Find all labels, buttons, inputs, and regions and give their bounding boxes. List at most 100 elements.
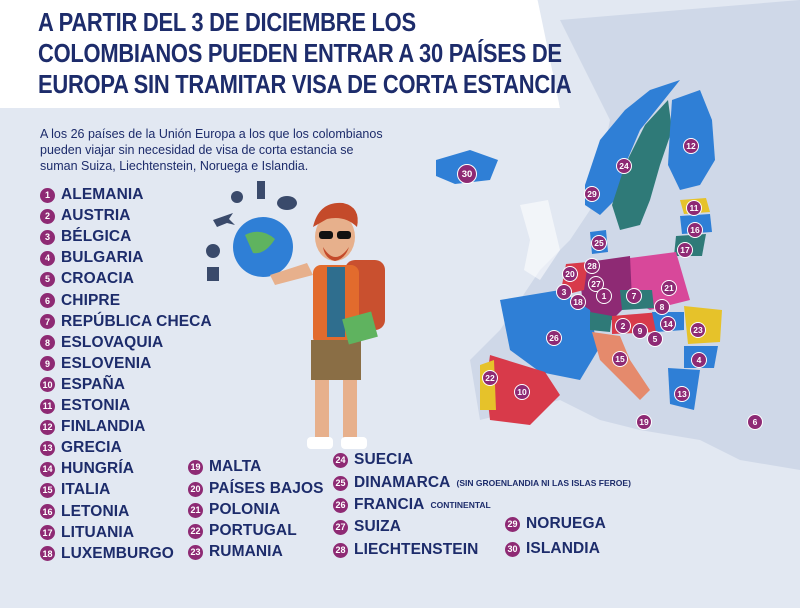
country-list-item: 9 ESLOVENIA	[40, 355, 151, 373]
country-name: ESTONIA	[61, 397, 131, 414]
map-badge-8: 8	[654, 299, 670, 315]
map-badge-15: 15	[612, 351, 628, 367]
country-name: REPÚBLICA CHECA	[61, 312, 212, 330]
country-list-item: 11 ESTONIA	[40, 397, 130, 415]
map-badge-2: 2	[615, 318, 631, 334]
traveler-shorts	[311, 340, 361, 380]
country-name: RUMANIA	[209, 543, 283, 560]
country-name: SUIZA	[354, 518, 401, 535]
map-badge-9: 9	[632, 323, 648, 339]
title-line: A PARTIR DEL 3 DE DICIEMBRE LOS	[38, 9, 416, 37]
country-number-badge: 9	[40, 356, 55, 372]
country-number-badge: 26	[333, 497, 348, 513]
sunglasses-icon	[319, 231, 333, 239]
country-number-badge: 10	[40, 377, 55, 393]
map-badge-10: 10	[514, 384, 530, 400]
country-number-badge: 5	[40, 271, 55, 287]
country-name: LIECHTENSTEIN	[354, 541, 479, 558]
map-badge-26: 26	[546, 330, 562, 346]
country-list-item: 6 CHIPRE	[40, 292, 120, 310]
title-line: COLOMBIANOS PUEDEN ENTRAR A 30 PAÍSES DE	[38, 40, 562, 68]
country-number-badge: 18	[40, 546, 55, 562]
country-number-badge: 17	[40, 525, 55, 541]
country-name: CHIPRE	[61, 291, 121, 309]
country-name: ITALIA	[61, 481, 111, 499]
traveler-shoe	[341, 437, 367, 449]
country-list-item: 2 AUSTRIA	[40, 207, 131, 225]
country-list-item: 15 ITALIA	[40, 481, 110, 499]
country-number-badge: 8	[40, 335, 55, 351]
country-name: FINLANDIA	[61, 418, 146, 436]
traveler-leg	[343, 380, 357, 440]
country-name: BULGARIA	[61, 249, 144, 267]
page-title: A PARTIR DEL 3 DE DICIEMBRE LOS COLOMBIA…	[38, 8, 572, 101]
map-badge-24: 24	[616, 158, 632, 174]
map-badge-11: 11	[686, 200, 702, 216]
country-list-item: 8 ESLOVAQUIA	[40, 334, 163, 352]
country-list-item: 28 LIECHTENSTEIN	[333, 541, 478, 559]
country-name: LUXEMBURGO	[61, 544, 174, 562]
map-badge-7: 7	[626, 288, 642, 304]
country-list-item: 23 RUMANIA	[188, 543, 283, 561]
country-number-badge: 27	[333, 519, 348, 535]
country-name: DINAMARCA	[354, 474, 451, 491]
country-number-badge: 23	[188, 544, 203, 560]
map-badge-17: 17	[677, 242, 693, 258]
country-note: CONTINENTAL	[430, 500, 491, 510]
country-name: PORTUGAL	[209, 522, 297, 539]
country-number-badge: 14	[40, 461, 55, 477]
intro-line: A los 26 países de la Unión Europa a los…	[40, 127, 383, 141]
country-name: GRECIA	[61, 439, 122, 457]
map-sweden	[612, 100, 672, 230]
country-list-item: 5 CROACIA	[40, 270, 134, 288]
country-name: AUSTRIA	[61, 207, 131, 225]
traveler-hair	[313, 202, 358, 227]
traveler-arm	[270, 263, 313, 285]
map-switzerland	[590, 312, 612, 332]
country-list-item: 16 LETONIA	[40, 503, 129, 521]
country-list-item: 18 LUXEMBURGO	[40, 545, 174, 563]
country-number-badge: 12	[40, 419, 55, 435]
country-name: POLONIA	[209, 501, 281, 518]
traveler-head	[315, 213, 355, 261]
country-list-item: 26 FRANCIA CONTINENTAL	[333, 496, 491, 514]
country-number-badge: 22	[188, 523, 203, 539]
map-badge-18: 18	[570, 294, 586, 310]
country-number-badge: 3	[40, 229, 55, 245]
country-number-badge: 1	[40, 187, 55, 203]
country-number-badge: 21	[188, 502, 203, 518]
country-name: MALTA	[209, 458, 262, 475]
country-number-badge: 4	[40, 250, 55, 266]
title-line: EUROPA SIN TRAMITAR VISA DE CORTA ESTANC…	[38, 71, 572, 99]
country-name: CROACIA	[61, 270, 135, 288]
country-number-badge: 19	[188, 459, 203, 475]
country-list-item: 10 ESPAÑA	[40, 376, 125, 394]
monument-icon	[257, 181, 265, 199]
country-list-item: 13 GRECIA	[40, 439, 122, 457]
intro-text: A los 26 países de la Unión Europa a los…	[40, 126, 440, 174]
country-list-item: 27 SUIZA	[333, 518, 401, 536]
country-name: ISLANDIA	[526, 540, 600, 557]
country-list-item: 1 ALEMANIA	[40, 186, 144, 204]
globe-land-icon	[245, 231, 275, 254]
title-band	[0, 0, 560, 108]
map-badge-25: 25	[591, 235, 607, 251]
map-badge-4: 4	[691, 352, 707, 368]
country-name: LETONIA	[61, 502, 130, 520]
country-list-item: 21 POLONIA	[188, 501, 280, 519]
traveler-shoe	[307, 437, 333, 449]
country-list-item: 14 HUNGRÍA	[40, 460, 134, 478]
country-name: ESLOVAQUIA	[61, 333, 164, 351]
country-name: HUNGRÍA	[61, 460, 135, 478]
country-number-badge: 2	[40, 208, 55, 224]
sunglasses-icon	[337, 231, 351, 239]
map-badge-20: 20	[562, 266, 578, 282]
money-icon	[206, 244, 220, 258]
country-number-badge: 11	[40, 398, 55, 414]
country-list-item: 7 REPÚBLICA CHECA	[40, 313, 212, 331]
traveler-beard	[323, 247, 349, 261]
map-badge-12: 12	[683, 138, 699, 154]
map-badge-28: 28	[584, 258, 600, 274]
country-name: PAÍSES BAJOS	[209, 480, 324, 497]
